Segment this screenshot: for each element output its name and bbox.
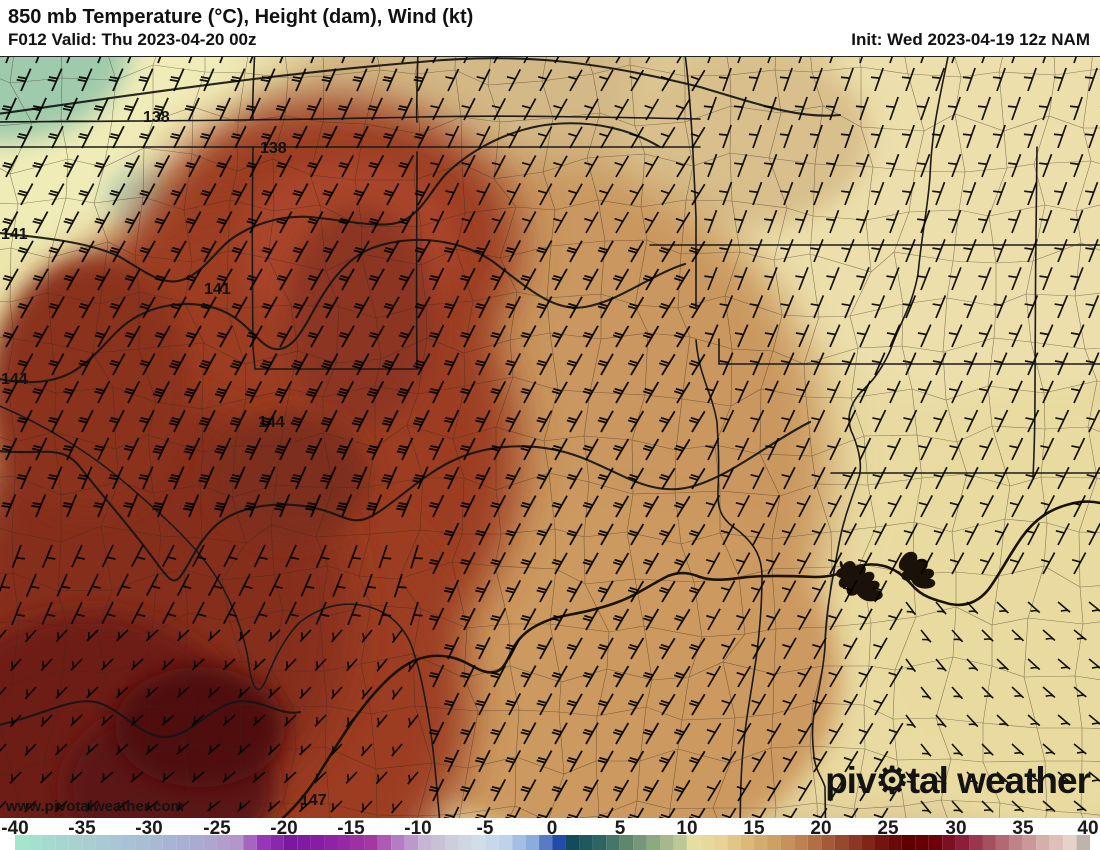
svg-text:138: 138 [143,109,170,126]
svg-text:141: 141 [204,281,231,298]
svg-text:141: 141 [1,226,28,243]
svg-text:144: 144 [258,414,285,431]
svg-text:138: 138 [260,140,287,157]
